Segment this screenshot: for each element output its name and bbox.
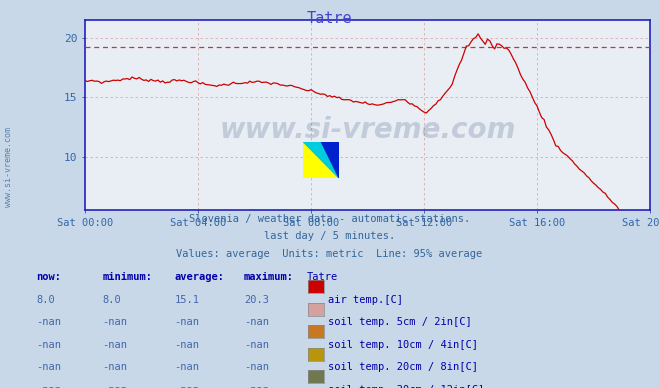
- Text: -nan: -nan: [36, 362, 61, 372]
- Text: -nan: -nan: [102, 385, 127, 388]
- Text: 20.3: 20.3: [244, 294, 269, 305]
- Text: Tatre: Tatre: [306, 272, 337, 282]
- Text: -nan: -nan: [175, 362, 200, 372]
- Text: maximum:: maximum:: [244, 272, 294, 282]
- Text: Slovenia / weather data - automatic stations.: Slovenia / weather data - automatic stat…: [189, 214, 470, 224]
- Text: -nan: -nan: [36, 385, 61, 388]
- Text: -nan: -nan: [244, 362, 269, 372]
- Text: -nan: -nan: [36, 317, 61, 327]
- Text: -nan: -nan: [36, 340, 61, 350]
- Text: -nan: -nan: [244, 340, 269, 350]
- Text: -nan: -nan: [175, 385, 200, 388]
- Text: -nan: -nan: [244, 317, 269, 327]
- Polygon shape: [303, 142, 339, 178]
- Text: now:: now:: [36, 272, 61, 282]
- Text: soil temp. 10cm / 4in[C]: soil temp. 10cm / 4in[C]: [328, 340, 478, 350]
- Text: -nan: -nan: [102, 317, 127, 327]
- Text: -nan: -nan: [102, 340, 127, 350]
- Text: -nan: -nan: [175, 340, 200, 350]
- Text: soil temp. 5cm / 2in[C]: soil temp. 5cm / 2in[C]: [328, 317, 471, 327]
- Text: last day / 5 minutes.: last day / 5 minutes.: [264, 231, 395, 241]
- Text: 15.1: 15.1: [175, 294, 200, 305]
- Text: -nan: -nan: [102, 362, 127, 372]
- Text: www.si-vreme.com: www.si-vreme.com: [4, 127, 13, 207]
- Text: Values: average  Units: metric  Line: 95% average: Values: average Units: metric Line: 95% …: [177, 249, 482, 259]
- Text: 8.0: 8.0: [36, 294, 55, 305]
- Text: -nan: -nan: [175, 317, 200, 327]
- Text: air temp.[C]: air temp.[C]: [328, 294, 403, 305]
- Text: -nan: -nan: [244, 385, 269, 388]
- Text: minimum:: minimum:: [102, 272, 152, 282]
- Text: soil temp. 20cm / 8in[C]: soil temp. 20cm / 8in[C]: [328, 362, 478, 372]
- Text: average:: average:: [175, 272, 225, 282]
- Text: Tatre: Tatre: [306, 11, 353, 26]
- Polygon shape: [322, 142, 339, 178]
- Text: 8.0: 8.0: [102, 294, 121, 305]
- Text: www.si-vreme.com: www.si-vreme.com: [219, 116, 516, 144]
- Text: soil temp. 30cm / 12in[C]: soil temp. 30cm / 12in[C]: [328, 385, 484, 388]
